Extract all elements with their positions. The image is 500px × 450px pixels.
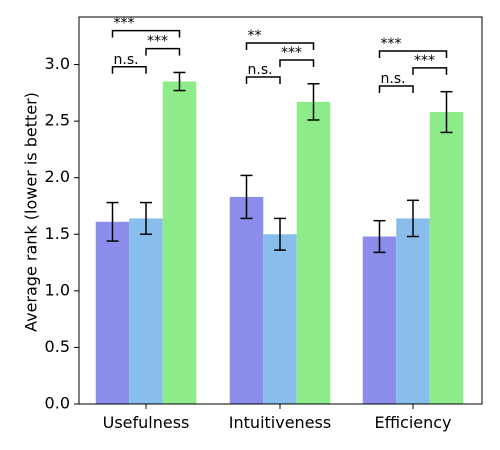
bar-usefulness-1: [95, 221, 130, 404]
x-tick-label-efficiency: Efficiency: [374, 413, 451, 432]
significance-bracket-5: [279, 59, 315, 67]
x-tick-label-usefulness: Usefulness: [103, 413, 190, 432]
significance-bracket-6: [245, 42, 315, 51]
y-tick-label: 2.0: [45, 167, 70, 186]
significance-label-1: n.s.: [114, 52, 139, 68]
significance-bracket-4: [245, 76, 281, 84]
y-tick-label: 2.5: [45, 111, 70, 130]
y-axis-title: Average rank (lower is better): [22, 92, 41, 332]
bar-usefulness-3: [162, 81, 197, 404]
y-tick-label: 0.0: [45, 394, 70, 413]
significance-label-2: ***: [147, 34, 168, 50]
bar-intuitiveness-1: [229, 196, 264, 404]
significance-label-4: n.s.: [248, 62, 273, 78]
bar-efficiency-1: [362, 236, 397, 404]
bar-intuitiveness-2: [263, 234, 297, 404]
significance-label-3: ***: [114, 16, 135, 32]
y-tick-label: 1.5: [45, 224, 70, 243]
plot-area: n.s.******n.s.*****n.s.******0.00.51.01.…: [45, 16, 483, 432]
significance-label-6: **: [248, 28, 262, 44]
bar-intuitiveness-3: [296, 101, 331, 405]
bar-usefulness-2: [129, 218, 163, 404]
y-tick-label: 3.0: [45, 54, 70, 73]
y-tick-label: 0.5: [45, 337, 70, 356]
x-tick-label-intuitiveness: Intuitiveness: [229, 413, 331, 432]
significance-bracket-8: [412, 67, 448, 75]
significance-bracket-7: [378, 85, 414, 94]
significance-label-5: ***: [281, 45, 302, 61]
significance-bracket-3: [111, 29, 181, 38]
bar-efficiency-3: [429, 112, 464, 404]
significance-bracket-2: [145, 47, 181, 56]
bar-efficiency-2: [396, 218, 430, 404]
significance-bracket-9: [378, 50, 448, 58]
significance-label-7: n.s.: [381, 71, 406, 87]
significance-bracket-1: [111, 66, 147, 74]
significance-label-8: ***: [414, 53, 435, 69]
y-tick-label: 1.0: [45, 280, 70, 299]
significance-label-9: ***: [381, 36, 402, 52]
